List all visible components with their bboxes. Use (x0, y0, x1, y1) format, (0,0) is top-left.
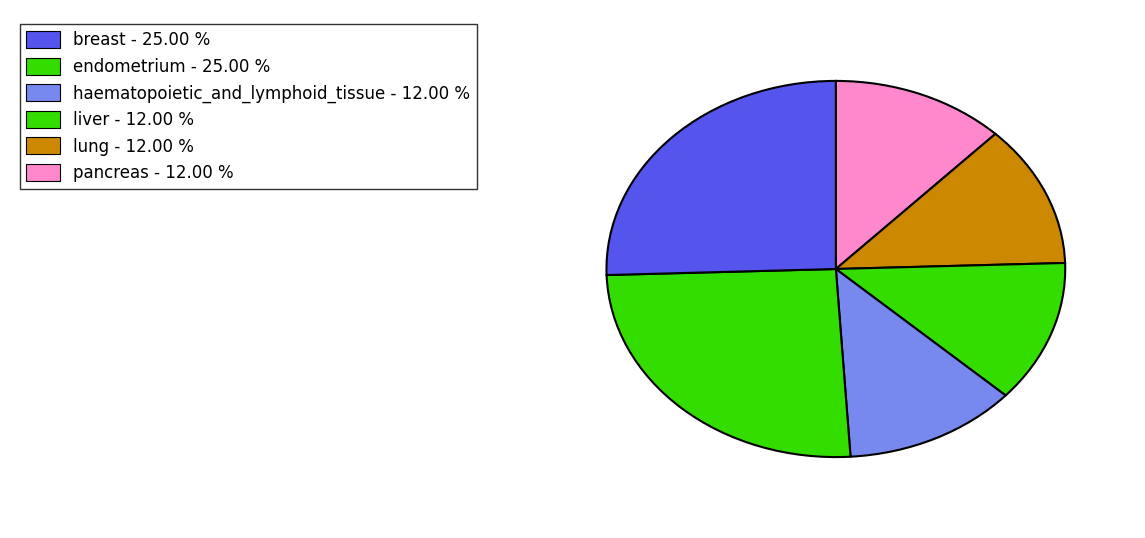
Wedge shape (836, 81, 995, 269)
Wedge shape (836, 134, 1065, 269)
Wedge shape (836, 263, 1065, 395)
Wedge shape (607, 269, 851, 457)
Wedge shape (836, 269, 1005, 457)
Wedge shape (607, 81, 836, 275)
Legend: breast - 25.00 %, endometrium - 25.00 %, haematopoietic_and_lymphoid_tissue - 12: breast - 25.00 %, endometrium - 25.00 %,… (19, 24, 476, 189)
